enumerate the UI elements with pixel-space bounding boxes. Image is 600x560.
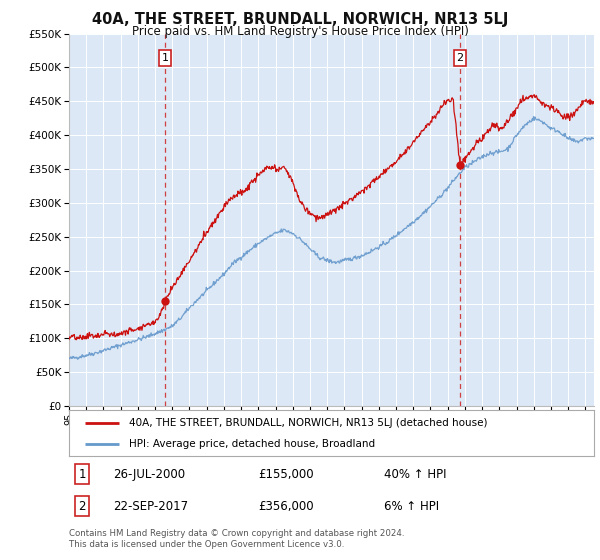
Text: 1: 1 bbox=[79, 468, 86, 480]
Text: 26-JUL-2000: 26-JUL-2000 bbox=[113, 468, 186, 480]
Text: 22-SEP-2017: 22-SEP-2017 bbox=[113, 500, 189, 513]
Text: 40% ↑ HPI: 40% ↑ HPI bbox=[384, 468, 446, 480]
Text: 1: 1 bbox=[161, 53, 169, 63]
Text: £356,000: £356,000 bbox=[258, 500, 314, 513]
Text: 2: 2 bbox=[79, 500, 86, 513]
Text: £155,000: £155,000 bbox=[258, 468, 314, 480]
Text: Contains HM Land Registry data © Crown copyright and database right 2024.
This d: Contains HM Land Registry data © Crown c… bbox=[69, 529, 404, 549]
Text: 6% ↑ HPI: 6% ↑ HPI bbox=[384, 500, 439, 513]
Text: Price paid vs. HM Land Registry's House Price Index (HPI): Price paid vs. HM Land Registry's House … bbox=[131, 25, 469, 38]
Text: 2: 2 bbox=[457, 53, 464, 63]
Text: 40A, THE STREET, BRUNDALL, NORWICH, NR13 5LJ (detached house): 40A, THE STREET, BRUNDALL, NORWICH, NR13… bbox=[130, 418, 488, 428]
Text: 40A, THE STREET, BRUNDALL, NORWICH, NR13 5LJ: 40A, THE STREET, BRUNDALL, NORWICH, NR13… bbox=[92, 12, 508, 27]
Text: HPI: Average price, detached house, Broadland: HPI: Average price, detached house, Broa… bbox=[130, 439, 376, 449]
